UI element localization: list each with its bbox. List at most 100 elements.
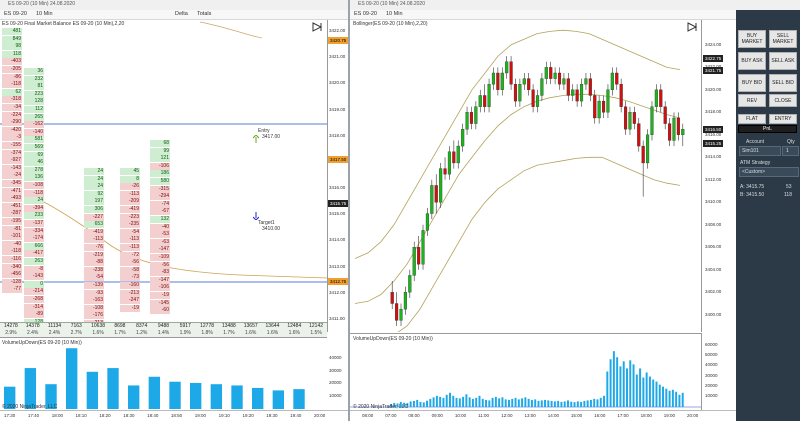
right-volume-bar bbox=[635, 374, 638, 407]
right-instrument-selector[interactable]: ES 09-20 bbox=[354, 11, 377, 17]
right-volume-bar bbox=[547, 400, 550, 407]
chart-close-icon[interactable] bbox=[312, 22, 323, 32]
account-selector[interactable]: Sim101 bbox=[739, 146, 781, 156]
left-time-tick: 17:30 bbox=[4, 413, 16, 418]
qty-input[interactable]: 1 bbox=[782, 146, 799, 156]
right-volume-tick: 10000 bbox=[705, 392, 718, 398]
footprint-cell: -56 bbox=[120, 259, 140, 267]
right-volume-bar bbox=[406, 403, 409, 407]
left-volume-bar bbox=[107, 368, 119, 409]
right-volume-bar bbox=[563, 401, 566, 407]
left-indicator-label: ES 09-20 Final Market Balance ES 09-20 (… bbox=[2, 21, 125, 27]
footprint-cell: -145 bbox=[150, 299, 170, 307]
footprint-cell: -140 bbox=[24, 128, 44, 136]
left-chart-area[interactable]: ES 09-20 Final Market Balance ES 09-20 (… bbox=[0, 20, 328, 358]
left-price-tick: 3422.00 bbox=[329, 28, 346, 33]
atm-strategy-selector[interactable]: <Custom> bbox=[739, 167, 799, 177]
right-volume-panel: VolumeUpDown(ES 09-20 (10 Min)) © 2020 N… bbox=[350, 333, 701, 411]
left-volume-bar bbox=[128, 385, 140, 409]
left-price-tick: 3421.00 bbox=[329, 54, 346, 60]
candle-body bbox=[628, 112, 632, 130]
candle-body bbox=[421, 230, 425, 265]
footprint-cell: -247 bbox=[120, 297, 140, 305]
footprint-cell: -76 bbox=[84, 244, 104, 251]
totals-cell: 12778 bbox=[200, 323, 215, 329]
footprint-cell: -116 bbox=[2, 256, 22, 263]
right-indicator-label: Bollinger(ES 09-20 (10 Min),2,20) bbox=[353, 21, 428, 27]
candle-body bbox=[408, 275, 412, 293]
right-volume-bar bbox=[589, 399, 592, 407]
right-volume-bar bbox=[537, 400, 540, 407]
entry-button[interactable]: ENTRY bbox=[769, 114, 797, 124]
left-volume-tick: 20000 bbox=[329, 380, 342, 386]
window-divider[interactable] bbox=[348, 0, 350, 421]
right-chart-area[interactable]: Bollinger(ES 09-20 (10 Min),2,20) bbox=[350, 20, 701, 332]
right-price-axis[interactable]: 3424.003422.003420.003418.003416.003414.… bbox=[701, 20, 737, 332]
footprint-cell: -86 bbox=[2, 73, 22, 81]
right-volume-bar bbox=[412, 400, 415, 407]
right-volume-bar bbox=[458, 398, 461, 407]
right-price-tick: 3406.00 bbox=[705, 244, 722, 250]
buy-bid-button[interactable]: BUY BID bbox=[738, 74, 766, 92]
footprint-cell: 99 bbox=[150, 147, 170, 155]
candle-body bbox=[593, 95, 597, 119]
candle-body bbox=[522, 78, 526, 85]
candle-body bbox=[518, 84, 522, 102]
candle-body bbox=[588, 78, 592, 96]
right-volume-bar bbox=[603, 395, 606, 407]
right-volume-bar bbox=[501, 397, 504, 407]
footprint-cell: -419 bbox=[120, 206, 140, 213]
footprint-cell: -162 bbox=[24, 121, 44, 129]
totals-cell: 5917 bbox=[179, 323, 191, 329]
flat-button[interactable]: FLAT bbox=[738, 114, 766, 124]
footprint-cell: 849 bbox=[2, 35, 22, 43]
totals-cell: 13644 bbox=[265, 323, 280, 329]
sell-ask-button[interactable]: SELL ASK bbox=[769, 52, 797, 70]
right-volume-bar bbox=[439, 396, 442, 407]
right-volume-bar bbox=[494, 396, 497, 407]
right-volume-bar bbox=[612, 351, 615, 407]
right-price-tick: 3420.00 bbox=[705, 86, 722, 92]
totals-cell: 12142 bbox=[309, 323, 324, 329]
footprint-cell: -118 bbox=[2, 248, 22, 256]
footprint-cell: -294 bbox=[150, 193, 170, 201]
left-time-tick: 19:40 bbox=[290, 413, 302, 418]
candle-body bbox=[646, 134, 650, 164]
right-chart-close-icon[interactable] bbox=[687, 22, 698, 32]
totals-cell: 10638 bbox=[91, 323, 106, 329]
right-volume-bar bbox=[488, 400, 491, 407]
right-volume-bar bbox=[668, 390, 671, 407]
candle-body bbox=[571, 89, 575, 96]
right-volume-bar bbox=[639, 368, 642, 407]
buy-ask-button[interactable]: BUY ASK bbox=[738, 52, 766, 70]
footprint-cell: -143 bbox=[24, 273, 44, 281]
reverse-button[interactable]: REV bbox=[738, 94, 766, 107]
right-time-tick: 17:00 bbox=[617, 413, 629, 418]
footprint-cell: -451 bbox=[2, 202, 22, 210]
footprint-cell: 278 bbox=[24, 166, 44, 174]
pct-cell: 2.9% bbox=[5, 330, 17, 336]
toolbar-delta[interactable]: Delta bbox=[175, 11, 188, 17]
left-time-axis: 17:30 17:40 18:00 18:10 18:20 18:30 18:40 18:50… bbox=[0, 410, 348, 422]
footprint-cell: 580 bbox=[150, 178, 170, 185]
right-interval-selector[interactable]: 10 Min bbox=[386, 11, 403, 17]
left-price-axis[interactable]: 3422.00 3421.00 3420.00 3419.00 3418.00 3417.… bbox=[328, 20, 349, 332]
left-volume-bar bbox=[169, 381, 181, 409]
sell-bid-button[interactable]: SELL BID bbox=[769, 74, 797, 92]
candle-body bbox=[496, 72, 500, 90]
right-price-tick: 3418.00 bbox=[705, 109, 722, 115]
left-price-tick: 3416.00 bbox=[329, 185, 346, 191]
right-volume-label: VolumeUpDown(ES 09-20 (10 Min)) bbox=[353, 336, 433, 342]
close-button[interactable]: CLOSE bbox=[769, 94, 797, 107]
toolbar-totals[interactable]: Totals bbox=[197, 11, 212, 17]
ask-size: 53 bbox=[786, 184, 792, 190]
sell-market-button[interactable]: SELL MARKET bbox=[769, 30, 797, 48]
instrument-selector[interactable]: ES 09-20 bbox=[4, 11, 27, 17]
buy-market-button[interactable]: BUY MARKET bbox=[738, 30, 766, 48]
right-volume-bar bbox=[599, 397, 602, 407]
right-volume-bar bbox=[540, 400, 543, 407]
right-price-tick: 3408.00 bbox=[705, 221, 722, 227]
right-time-tick: 13:00 bbox=[524, 413, 536, 418]
left-time-tick: 20:00 bbox=[314, 413, 326, 418]
interval-selector[interactable]: 10 Min bbox=[36, 11, 53, 17]
